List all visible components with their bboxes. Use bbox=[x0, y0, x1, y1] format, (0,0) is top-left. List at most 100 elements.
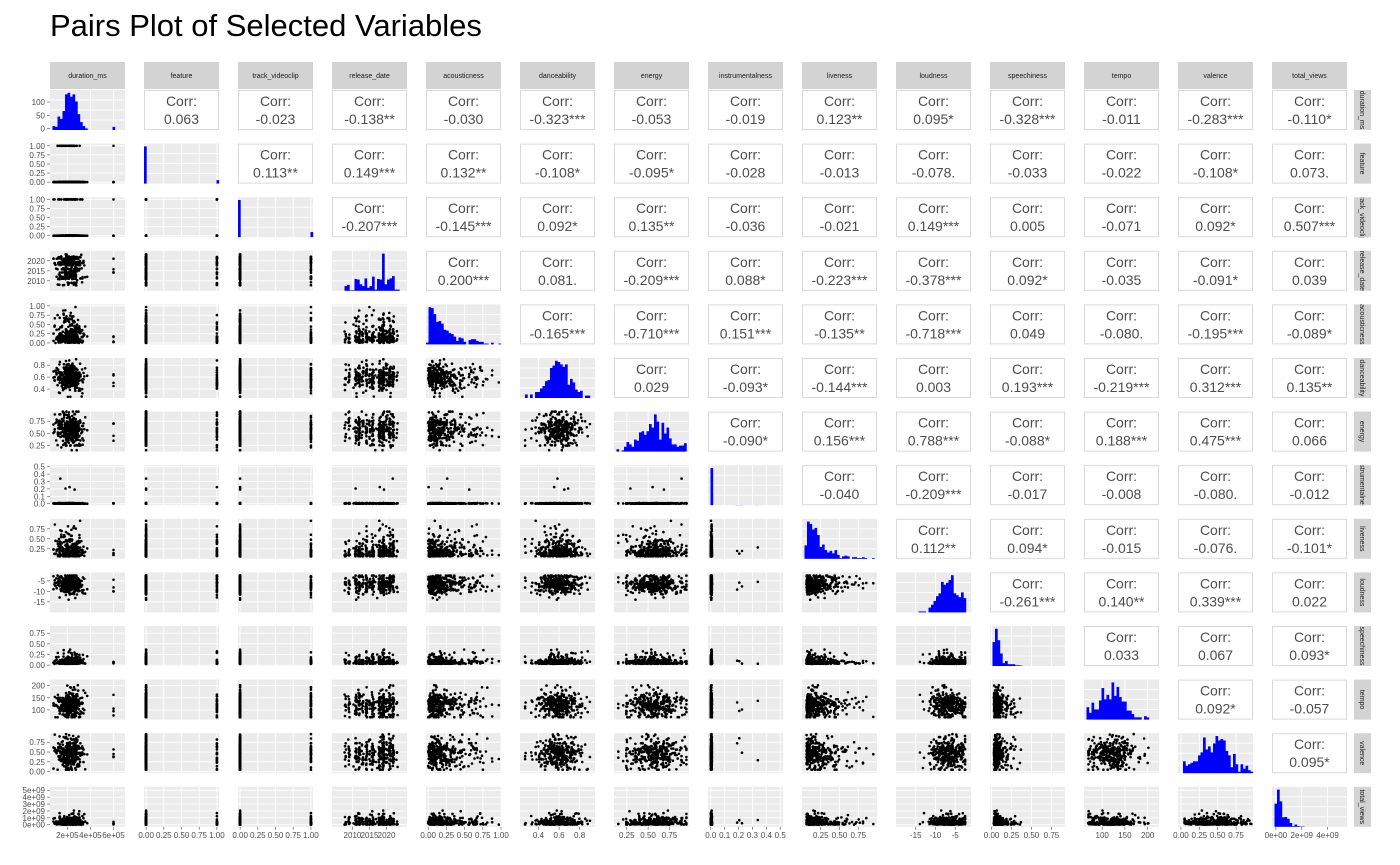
hist-bar bbox=[364, 278, 368, 291]
corr-label: Corr: bbox=[918, 254, 949, 270]
scatter-point bbox=[309, 271, 313, 275]
scatter-point bbox=[358, 338, 361, 342]
corr-value: -0.718*** bbox=[905, 325, 962, 341]
scatter-point bbox=[215, 198, 219, 201]
scatter-point bbox=[377, 369, 381, 372]
corr-label: Corr: bbox=[542, 93, 573, 109]
scatter-point bbox=[357, 325, 360, 328]
scatter-point bbox=[112, 198, 115, 201]
column-strip-label: release_date bbox=[349, 73, 390, 80]
scatter-point bbox=[471, 362, 475, 366]
scatter-point bbox=[67, 317, 70, 320]
scatter-point bbox=[438, 392, 442, 395]
corr-label: Corr: bbox=[730, 200, 761, 216]
scatter-point bbox=[53, 325, 56, 328]
scatter-point bbox=[144, 367, 148, 370]
scatter-point bbox=[83, 325, 87, 328]
scatter-point bbox=[76, 180, 80, 184]
hist-bar bbox=[112, 126, 116, 130]
scatter-point bbox=[381, 333, 384, 337]
row-strip-label: track_videoclip bbox=[1358, 194, 1365, 240]
scatter-point bbox=[53, 375, 57, 379]
column-strip-instrumentalness bbox=[708, 62, 783, 89]
scatter-point bbox=[68, 369, 72, 372]
hist-bar bbox=[144, 146, 147, 184]
scatter-point bbox=[309, 325, 313, 328]
scatter-point bbox=[59, 234, 62, 237]
scatter-point bbox=[364, 389, 368, 393]
scatter-point bbox=[215, 332, 219, 335]
corr-value: 0.132** bbox=[441, 165, 487, 181]
corr-label: Corr: bbox=[636, 254, 667, 270]
scatter-point bbox=[54, 341, 57, 345]
scatter-point bbox=[71, 384, 74, 388]
scatter-point bbox=[381, 386, 384, 389]
scatter-point bbox=[365, 379, 368, 383]
scatter-point bbox=[52, 339, 55, 343]
scatter-point bbox=[445, 376, 449, 380]
scatter-point bbox=[215, 261, 219, 265]
scatter-point bbox=[78, 362, 82, 366]
scatter-point bbox=[63, 383, 67, 387]
corr-value: -0.323*** bbox=[529, 111, 586, 127]
scatter-point bbox=[384, 362, 388, 366]
scatter-point bbox=[80, 261, 84, 265]
hist-bar bbox=[216, 180, 220, 184]
scatter-point bbox=[343, 330, 346, 333]
scatter-point bbox=[56, 144, 60, 148]
scatter-point bbox=[432, 395, 436, 399]
corr-value: 0.092* bbox=[537, 218, 578, 234]
scatter-point bbox=[215, 271, 219, 274]
scatter-point bbox=[442, 357, 446, 361]
scatter-point bbox=[352, 323, 355, 326]
scatter-point bbox=[371, 368, 375, 372]
corr-value: -0.195*** bbox=[1187, 325, 1244, 341]
hist-bar bbox=[389, 278, 393, 291]
scatter-point bbox=[354, 368, 357, 371]
scatter-point bbox=[365, 325, 368, 329]
scatter-point bbox=[67, 281, 71, 285]
scatter-point bbox=[81, 378, 84, 381]
corr-value: 0.135** bbox=[629, 218, 675, 234]
scatter-point bbox=[238, 378, 242, 382]
scatter-point bbox=[357, 309, 361, 312]
scatter-point bbox=[112, 180, 115, 184]
corr-value: 0.039 bbox=[1292, 272, 1327, 288]
scatter-point bbox=[67, 180, 70, 184]
scatter-point bbox=[65, 257, 68, 261]
hist-bar bbox=[446, 330, 449, 345]
hist-bar bbox=[62, 111, 66, 130]
corr-label: Corr: bbox=[354, 200, 385, 216]
column-strip-label: speechiness bbox=[1008, 73, 1047, 80]
corr-value: -0.071 bbox=[1102, 218, 1142, 234]
scatter-point bbox=[79, 340, 82, 344]
corr-label: Corr: bbox=[448, 147, 479, 163]
scatter-point bbox=[144, 371, 148, 375]
hist-bar bbox=[65, 94, 68, 130]
scatter-point bbox=[382, 320, 385, 324]
hist-bar bbox=[463, 341, 467, 345]
scatter-point bbox=[144, 335, 148, 339]
scatter-point bbox=[80, 368, 84, 371]
scatter-point bbox=[73, 386, 77, 389]
scatter-point bbox=[215, 368, 219, 372]
column-strip-label: instrumentalness bbox=[719, 73, 772, 80]
corr-label: Corr: bbox=[1106, 254, 1137, 270]
hist-bar bbox=[486, 343, 489, 345]
scatter-point bbox=[395, 379, 399, 382]
scatter-point bbox=[67, 261, 70, 265]
scatter-point bbox=[347, 336, 350, 340]
hist-bar bbox=[359, 284, 363, 291]
scatter-point bbox=[365, 340, 368, 343]
row-strip-label: danceability bbox=[1358, 360, 1365, 397]
corr-value: 0.095* bbox=[913, 111, 954, 127]
corr-value: -0.378*** bbox=[905, 272, 962, 288]
scatter-point bbox=[357, 329, 361, 332]
corr-label: Corr: bbox=[448, 93, 479, 109]
scatter-point bbox=[144, 364, 148, 368]
scatter-point bbox=[67, 277, 70, 280]
hist-bar bbox=[458, 337, 462, 345]
scatter-point bbox=[58, 381, 61, 385]
scatter-point bbox=[63, 319, 66, 323]
